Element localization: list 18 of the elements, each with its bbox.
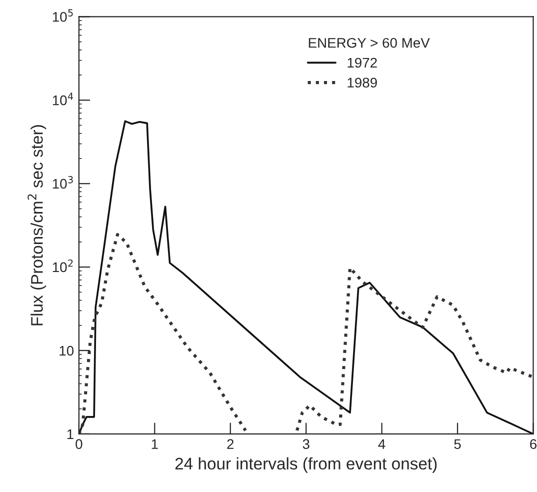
y-tick-label: 10 [60, 346, 74, 356]
x-tick-label: 6 [530, 439, 536, 450]
legend-label: 1972 [348, 58, 377, 68]
y-tick-label: 1 [67, 429, 74, 439]
x-tick-label: 4 [378, 439, 386, 449]
y-tick-label: 10$^{5}$ [52, 9, 73, 22]
x-tick-label: 1 [152, 439, 158, 449]
x-tick-label: 5 [454, 439, 461, 450]
x-tick-label: 2 [227, 439, 234, 449]
x-axis-title: 24 hour intervals (from event onset) [175, 457, 437, 473]
y-tick-label: 10$^{4}$ [52, 92, 74, 106]
y-axis-title: Flux (Protons/cm$^{2}$ sec ster) [28, 125, 46, 326]
y-tick-label: 10$^{2}$ [52, 259, 73, 272]
legend-title: ENERGY > 60 MeV [308, 38, 430, 48]
y-tick-label: 10$^{3}$ [52, 176, 73, 189]
x-tick-label: 0 [76, 439, 82, 450]
x-tick-label: 3 [302, 439, 310, 450]
legend-label: 1989 [348, 78, 377, 88]
